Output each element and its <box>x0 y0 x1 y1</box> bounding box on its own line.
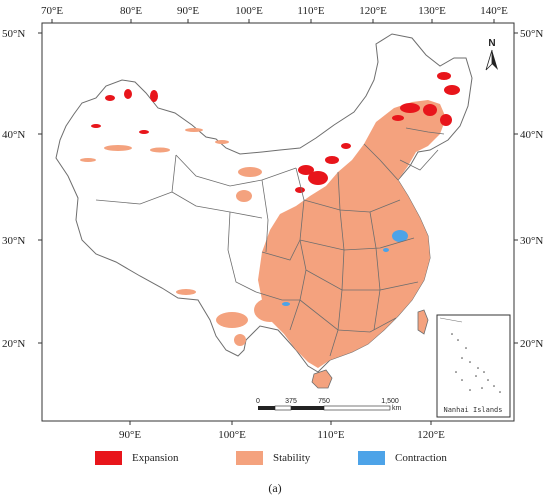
left-latitude-ticks <box>38 32 42 344</box>
bottom-lon-label-100: 100°E <box>218 429 246 441</box>
top-lon-label-80: 80°E <box>120 5 142 17</box>
figure-caption: (a) <box>268 481 282 495</box>
legend-label-contraction: Contraction <box>395 452 447 464</box>
legend-swatch-contraction <box>358 451 385 465</box>
scale-tick-1500: 1,500 <box>381 398 399 405</box>
right-lat-label-20: 20°N <box>520 338 543 350</box>
legend-label-stability: Stability <box>273 452 311 464</box>
stability-patches-west <box>80 128 286 346</box>
scale-bar: 0 375 750 1,500 km <box>256 398 401 412</box>
legend-swatch-stability <box>236 451 263 465</box>
top-lon-label-100: 100°E <box>235 5 263 17</box>
scale-tick-0: 0 <box>256 398 260 405</box>
left-lat-label-50: 50°N <box>2 28 25 40</box>
north-label: N <box>488 38 495 49</box>
bottom-longitude-ticks <box>129 421 432 425</box>
left-lat-label-20: 20°N <box>2 338 25 350</box>
top-longitude-ticks <box>51 19 495 23</box>
nanhai-label: Nanhai Islands <box>443 406 502 414</box>
legend-swatch-expansion <box>95 451 122 465</box>
province-boundaries <box>95 127 445 357</box>
right-latitude-ticks <box>514 32 518 344</box>
north-arrow-icon: N <box>485 38 498 71</box>
bottom-lon-label-120: 120°E <box>417 429 445 441</box>
legend-item-contraction: Contraction <box>358 446 447 470</box>
top-lon-label-110: 110°E <box>297 5 324 17</box>
hainan-island <box>311 369 333 389</box>
left-lat-label-40: 40°N <box>2 129 25 141</box>
right-lat-label-50: 50°N <box>520 28 543 40</box>
map-legend: Expansion Stability Contraction <box>0 446 550 470</box>
legend-label-expansion: Expansion <box>132 452 179 464</box>
bottom-lon-label-90: 90°E <box>119 429 141 441</box>
right-lat-label-30: 30°N <box>520 235 543 247</box>
top-lon-label-120: 120°E <box>359 5 387 17</box>
top-lon-label-70: 70°E <box>41 5 63 17</box>
contraction-patches <box>282 230 408 306</box>
scale-unit: km <box>392 405 402 412</box>
nanhai-inset: Nanhai Islands <box>436 314 511 418</box>
taiwan-island <box>417 309 429 335</box>
top-lon-label-90: 90°E <box>177 5 199 17</box>
bottom-lon-label-110: 110°E <box>317 429 344 441</box>
scale-tick-375: 375 <box>285 398 297 405</box>
legend-item-expansion: Expansion <box>95 446 178 470</box>
right-lat-label-40: 40°N <box>520 129 543 141</box>
top-lon-label-140: 140°E <box>480 5 508 17</box>
top-lon-label-130: 130°E <box>418 5 446 17</box>
legend-item-stability: Stability <box>236 446 310 470</box>
expansion-patches <box>91 72 460 193</box>
scale-tick-750: 750 <box>318 398 330 405</box>
stability-region <box>258 100 446 368</box>
left-lat-label-30: 30°N <box>2 235 25 247</box>
